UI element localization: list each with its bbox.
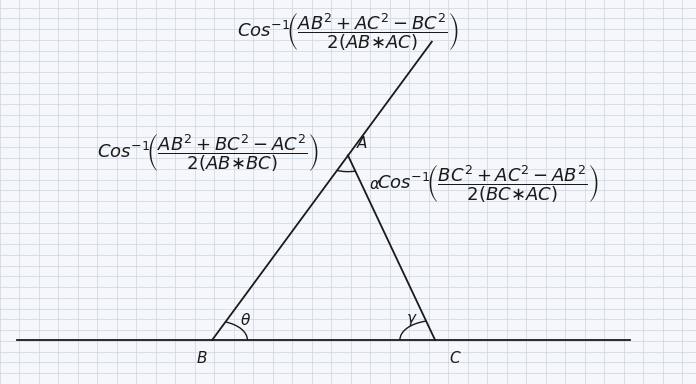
Text: B: B bbox=[196, 351, 207, 366]
Text: $\mathit{Cos}^{-1}\!\left(\dfrac{AB^2+AC^2-BC^2}{2(AB{\ast}AC)}\right)$: $\mathit{Cos}^{-1}\!\left(\dfrac{AB^2+AC… bbox=[237, 12, 459, 53]
Text: $\mathit{Cos}^{-1}\!\left(\dfrac{BC^2+AC^2-AB^2}{2(BC{\ast}AC)}\right)$: $\mathit{Cos}^{-1}\!\left(\dfrac{BC^2+AC… bbox=[377, 164, 599, 205]
Text: $\gamma$: $\gamma$ bbox=[406, 312, 418, 328]
Text: $\alpha$: $\alpha$ bbox=[369, 177, 381, 192]
Text: $\theta$: $\theta$ bbox=[240, 312, 251, 328]
Text: $\mathit{Cos}^{-1}\!\left(\dfrac{AB^2+BC^2-AC^2}{2(AB{\ast}BC)}\right)$: $\mathit{Cos}^{-1}\!\left(\dfrac{AB^2+BC… bbox=[97, 133, 319, 174]
Text: A: A bbox=[356, 136, 367, 151]
Text: C: C bbox=[449, 351, 459, 366]
